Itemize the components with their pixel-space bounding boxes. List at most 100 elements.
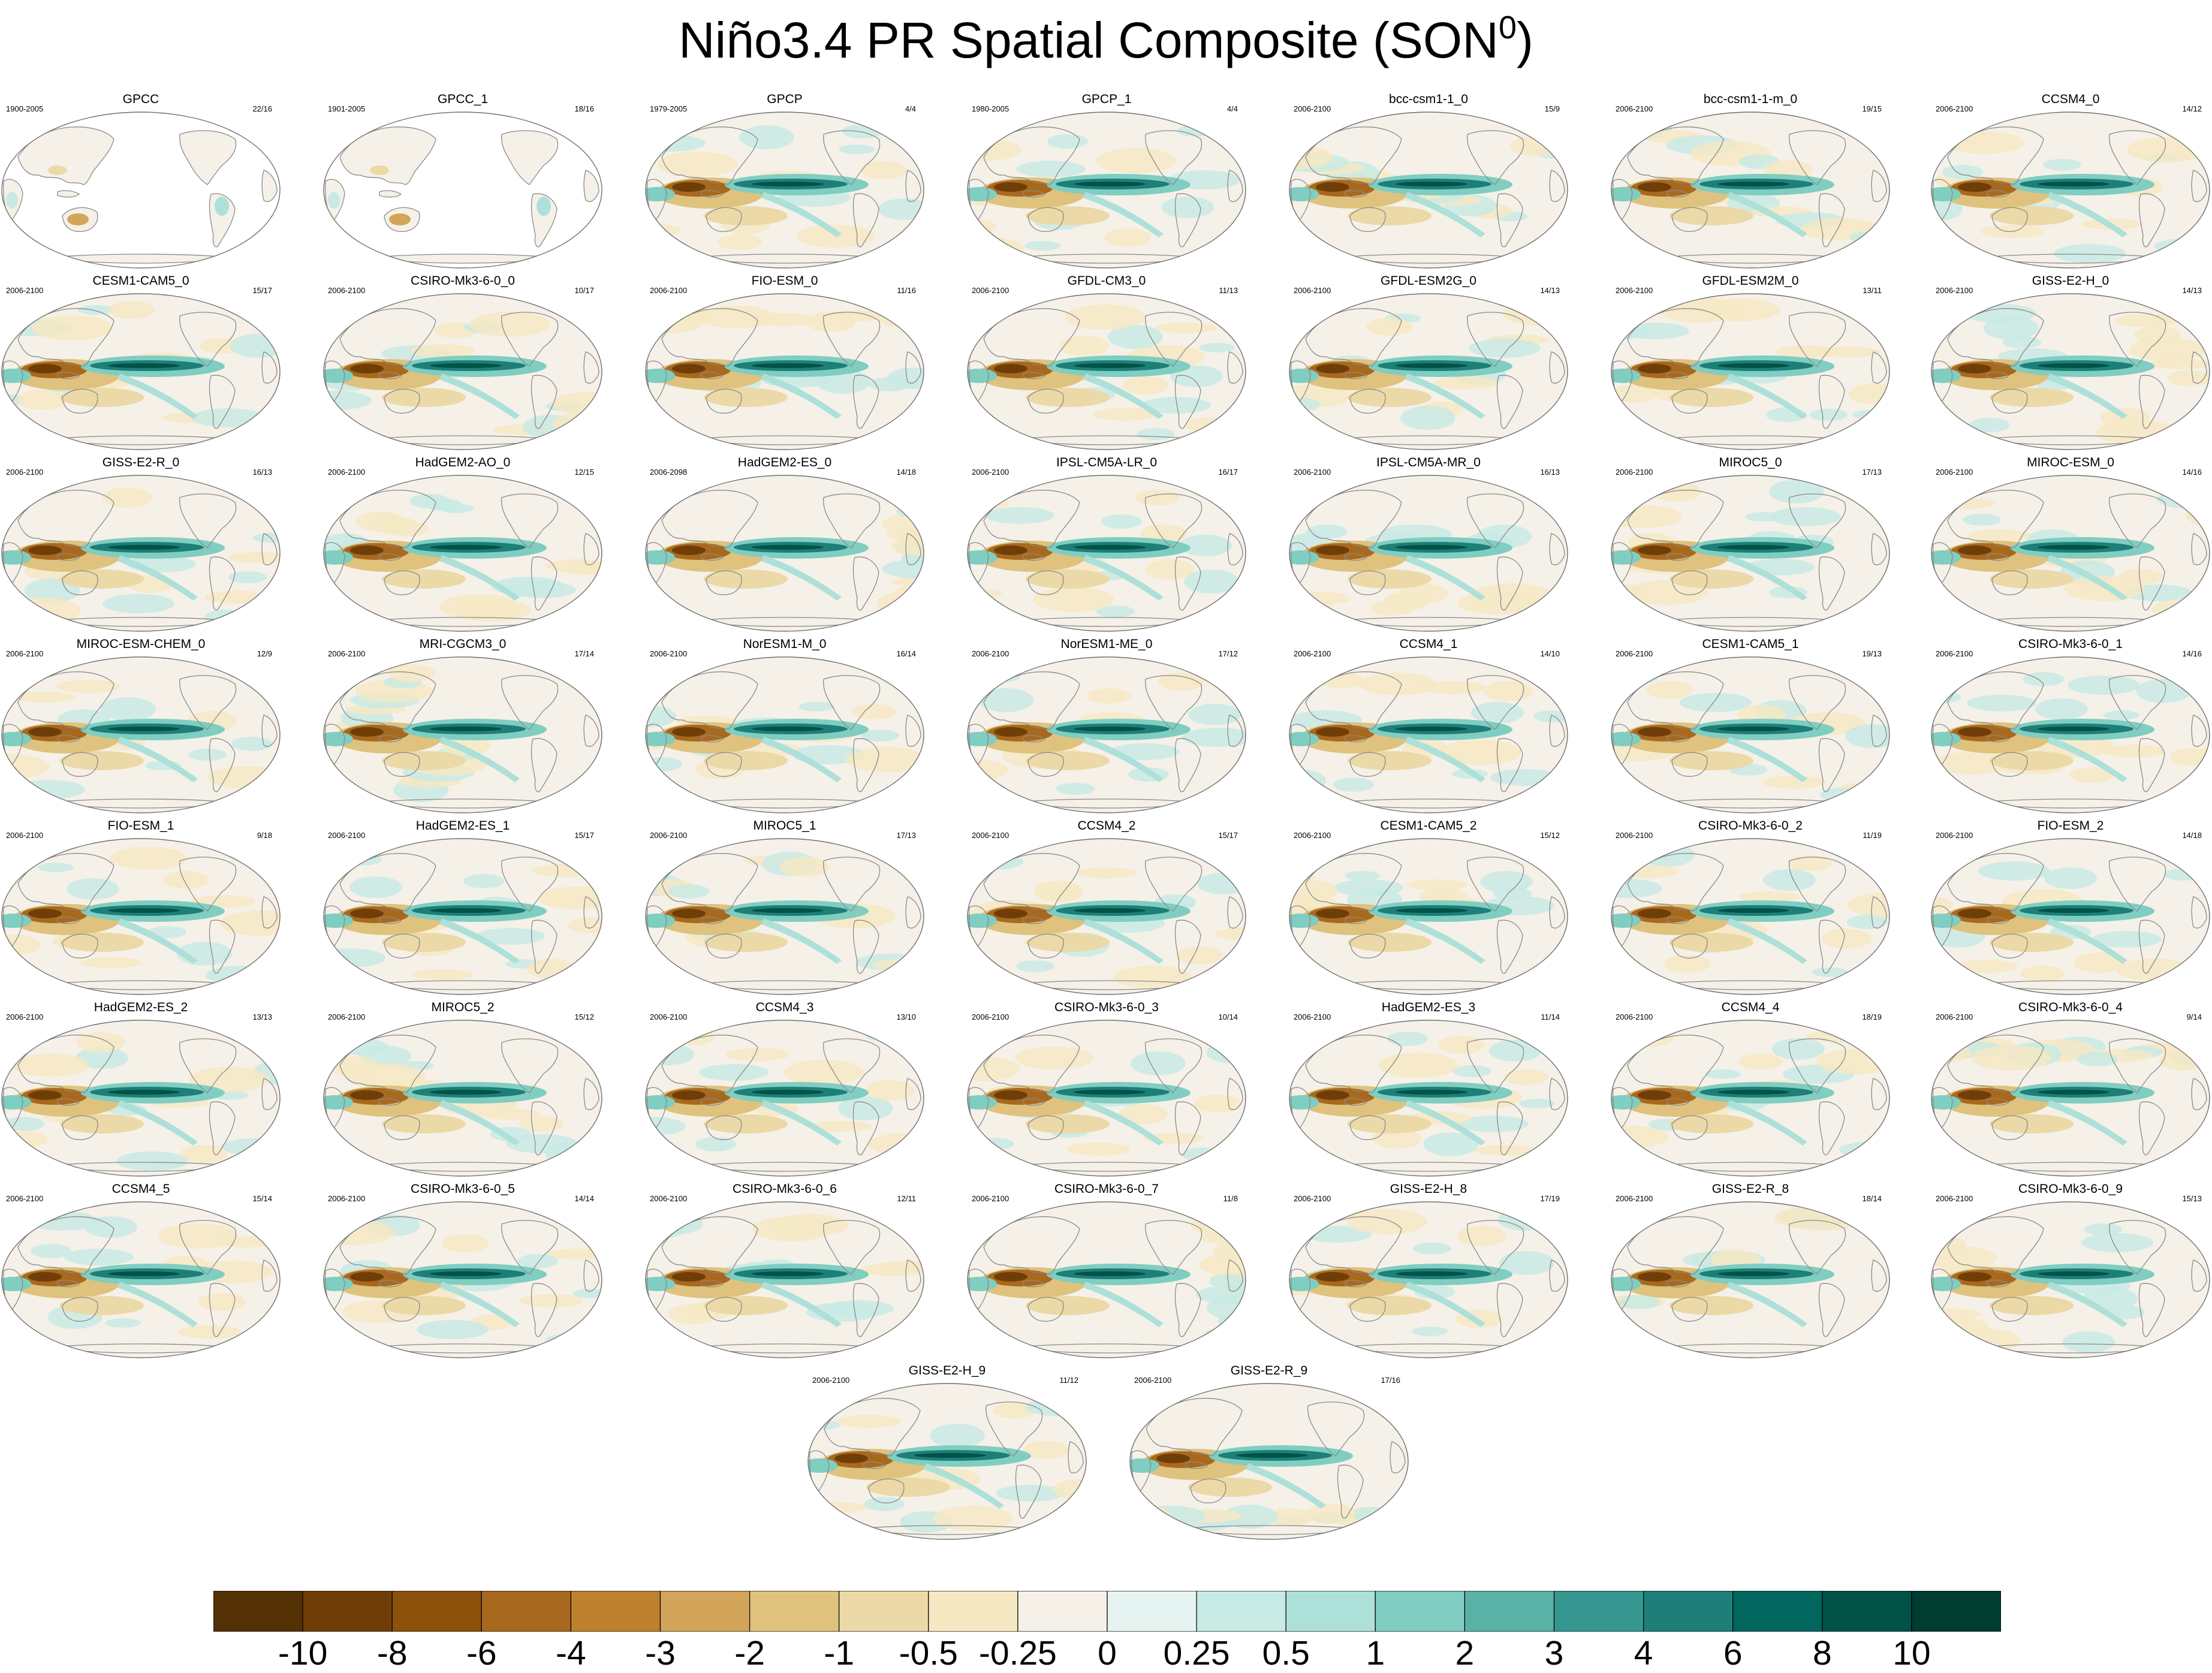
map-panel: 2006-2100 IPSL-CM5A-LR_0 16/17 [966, 453, 1247, 633]
colorbar-swatch [302, 1591, 393, 1632]
composite-map [1931, 656, 2210, 813]
colorbar-tick-label: 10 [1892, 1634, 1931, 1672]
map-panel: 2006-2100 CCSM4_3 13/10 [644, 998, 926, 1178]
panel-count: 15/14 [252, 1194, 272, 1203]
map-panel: 2006-2100 bcc-csm1-1_0 15/9 [1288, 90, 1569, 270]
composite-map [1611, 656, 1890, 813]
map-panel: 2006-2100 GFDL-ESM2G_0 14/13 [1288, 272, 1569, 451]
panel-period: 2006-2100 [1294, 1194, 1331, 1203]
composite-map [323, 1201, 602, 1358]
colorbar-tick-label: 0.5 [1262, 1634, 1310, 1672]
composite-map [1931, 475, 2210, 632]
panel-title: GISS-E2-R_0 [102, 456, 180, 469]
map-panel: 2006-2100 GISS-E2-H_8 17/19 [1288, 1180, 1569, 1359]
map-panel: 2006-2100 bcc-csm1-1-m_0 19/15 [1610, 90, 1891, 270]
colorbar-tick-label: -0.25 [978, 1634, 1057, 1672]
panel-period: 2006-2100 [972, 1012, 1009, 1021]
panel-title: GPCC_1 [437, 92, 489, 106]
panel-title: CCSM4_0 [2041, 92, 2100, 106]
panel-count: 15/13 [2182, 1194, 2202, 1203]
map-panel: 2006-2100 CSIRO-Mk3-6-0_3 10/14 [966, 998, 1247, 1178]
panel-period: 2006-2100 [1294, 468, 1331, 477]
panel-title: CESM1-CAM5_2 [1380, 819, 1477, 833]
panel-period: 2006-2100 [1616, 468, 1653, 477]
composite-map [967, 656, 1246, 813]
map-panel: 2006-2100 CESM1-CAM5_0 15/17 [0, 272, 282, 451]
panel-count: 13/13 [252, 1012, 272, 1021]
composite-map [1289, 1020, 1568, 1177]
panel-period: 2006-2100 [1294, 649, 1331, 658]
panel-title: HadGEM2-ES_2 [94, 1000, 188, 1014]
composite-map [1611, 838, 1890, 995]
panel-count: 11/14 [1541, 1012, 1560, 1021]
composite-map [967, 111, 1246, 269]
panel-count: 16/17 [1218, 468, 1238, 477]
composite-map [645, 293, 924, 450]
panel-count: 14/12 [2182, 104, 2202, 113]
map-panel: 2006-2100 GISS-E2-H_0 14/13 [1930, 272, 2211, 451]
panel-title: GFDL-CM3_0 [1067, 274, 1146, 288]
panel-period: 2006-2100 [6, 831, 44, 840]
panel-title: CCSM4_4 [1721, 1000, 1780, 1014]
colorbar-swatch [1911, 1591, 2001, 1632]
colorbar-tick-label: -2 [734, 1634, 765, 1672]
panel-count: 17/13 [896, 831, 916, 840]
colorbar-tick-label: -8 [376, 1634, 408, 1672]
panel-period: 2006-2100 [6, 286, 44, 295]
panel-period: 2006-2100 [1616, 1012, 1653, 1021]
map-panel: 1901-2005 GPCC_1 18/16 [322, 90, 604, 270]
map-panel: 2006-2100 CSIRO-Mk3-6-0_7 11/8 [966, 1180, 1247, 1359]
map-panel: 2006-2100 CSIRO-Mk3-6-0_9 15/13 [1930, 1180, 2211, 1359]
panel-title: CCSM4_5 [111, 1182, 170, 1196]
panel-count: 19/15 [1862, 104, 1882, 113]
composite-map [323, 1020, 602, 1177]
panel-period: 1901-2005 [328, 104, 366, 113]
map-panel: 2006-2100 GISS-E2-R_0 16/13 [0, 453, 282, 633]
map-panel: 2006-2100 CESM1-CAM5_2 15/12 [1288, 816, 1569, 996]
composite-map [967, 475, 1246, 632]
map-panel: 2006-2100 GISS-E2-R_8 18/14 [1610, 1180, 1891, 1359]
composite-map [323, 293, 602, 450]
composite-map [1611, 111, 1890, 269]
panel-title: GISS-E2-H_9 [908, 1364, 986, 1377]
panel-period: 2006-2100 [650, 286, 688, 295]
panel-count: 9/14 [2186, 1012, 2202, 1021]
composite-map [1, 838, 281, 995]
panel-count: 9/18 [257, 831, 272, 840]
colorbar [213, 1591, 2001, 1632]
map-panel: 2006-2100 CSIRO-Mk3-6-0_2 11/19 [1610, 816, 1891, 996]
composite-map [1611, 1020, 1890, 1177]
map-panel: 2006-2100 CSIRO-Mk3-6-0_4 9/14 [1930, 998, 2211, 1178]
panel-period: 2006-2100 [1616, 104, 1653, 113]
map-panel: 2006-2100 CSIRO-Mk3-6-0_0 10/17 [322, 272, 604, 451]
composite-map [1, 656, 281, 813]
colorbar-tick-label: 2 [1455, 1634, 1475, 1672]
panel-period: 1979-2005 [650, 104, 688, 113]
panel-count: 16/13 [252, 468, 272, 477]
map-panel: 1980-2005 GPCP_1 4/4 [966, 90, 1247, 270]
panel-count: 14/18 [2182, 831, 2202, 840]
panel-title: NorESM1-ME_0 [1060, 637, 1153, 651]
panel-title: HadGEM2-AO_0 [415, 456, 511, 469]
panel-period: 2006-2100 [650, 649, 688, 658]
map-panel: 2006-2098 HadGEM2-ES_0 14/18 [644, 453, 926, 633]
map-panel: 2006-2100 GFDL-CM3_0 11/13 [966, 272, 1247, 451]
panel-count: 12/15 [574, 468, 594, 477]
panel-title: GISS-E2-R_8 [1711, 1182, 1789, 1196]
colorbar-tick-label: -6 [466, 1634, 497, 1672]
panel-title: CSIRO-Mk3-6-0_6 [733, 1182, 837, 1196]
panel-count: 14/13 [2182, 286, 2202, 295]
panel-title: CSIRO-Mk3-6-0_2 [1698, 819, 1803, 833]
panel-title: MIROC-ESM_0 [2027, 456, 2114, 469]
panel-period: 2006-2100 [972, 649, 1009, 658]
panel-title: GFDL-ESM2G_0 [1381, 274, 1476, 288]
composite-map [1, 293, 281, 450]
panel-title: HadGEM2-ES_0 [737, 456, 832, 469]
panel-count: 17/19 [1540, 1194, 1560, 1203]
map-panel: 2006-2100 HadGEM2-ES_2 13/13 [0, 998, 282, 1178]
colorbar-swatch [1196, 1591, 1286, 1632]
map-panel: 2006-2100 MIROC-ESM-CHEM_0 12/9 [0, 635, 282, 815]
panel-period: 2006-2100 [6, 1194, 44, 1203]
panel-count: 15/9 [1544, 104, 1560, 113]
panel-count: 14/10 [1540, 649, 1560, 658]
